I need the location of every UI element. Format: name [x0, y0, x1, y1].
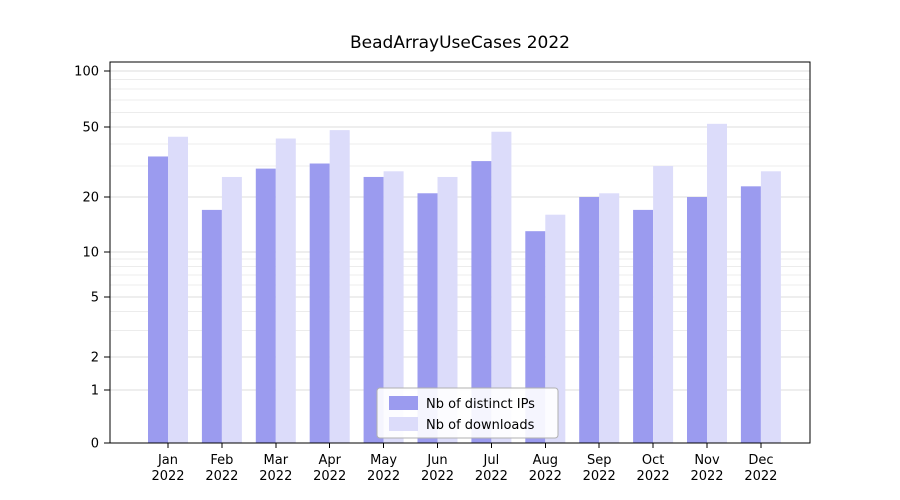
x-tick-label-month: Mar: [264, 453, 289, 468]
bar-downloads-nov: [707, 123, 727, 443]
x-tick-label-month: Nov: [694, 453, 720, 468]
legend-label-distinct-ips: Nb of distinct IPs: [426, 397, 535, 412]
x-tick-label-month: Dec: [748, 453, 773, 468]
bar-downloads-may: [383, 171, 404, 443]
x-tick-label-month: Aug: [533, 453, 558, 468]
axes: 0125102050100Jan2022Feb2022Mar2022Apr202…: [74, 61, 811, 484]
bar-distinct-ips-sep: [579, 197, 600, 443]
y-tick-label: 50: [82, 121, 99, 136]
bar-distinct-ips-jul: [471, 161, 492, 443]
bar-downloads-apr: [329, 130, 350, 443]
chart-title: BeadArrayUseCases 2022: [350, 33, 570, 53]
x-tick-label-year: 2022: [583, 469, 616, 484]
y-tick-label: 0: [91, 437, 99, 452]
bar-distinct-ips-apr: [309, 163, 330, 443]
x-tick-label-year: 2022: [744, 469, 777, 484]
y-tick-label: 5: [91, 291, 99, 306]
bar-downloads-aug: [545, 214, 566, 443]
bars: [148, 123, 781, 444]
bar-downloads-jul: [491, 131, 512, 443]
x-tick-label-year: 2022: [690, 469, 723, 484]
legend-swatch-distinct-ips: [389, 396, 418, 410]
y-tick-label: 100: [74, 65, 99, 80]
y-tick-label: 1: [91, 384, 99, 399]
x-tick-label-month: Apr: [318, 453, 341, 468]
legend-swatch-downloads: [389, 417, 418, 431]
bar-downloads-jan: [168, 136, 188, 444]
bar-downloads-sep: [599, 193, 620, 443]
bar-distinct-ips-dec: [740, 186, 761, 444]
x-tick-label-year: 2022: [205, 469, 238, 484]
x-tick-label-year: 2022: [637, 469, 670, 484]
x-tick-label-year: 2022: [151, 469, 184, 484]
bar-distinct-ips-jan: [148, 156, 168, 443]
bar-distinct-ips-oct: [633, 209, 654, 443]
bar-downloads-jun: [437, 176, 458, 443]
bar-downloads-dec: [760, 171, 781, 443]
x-tick-label-year: 2022: [475, 469, 508, 484]
y-tick-label: 10: [82, 246, 99, 261]
x-tick-label-month: Jun: [426, 453, 447, 468]
legend: Nb of distinct IPs Nb of downloads: [376, 387, 559, 439]
legend-label-downloads: Nb of downloads: [426, 418, 535, 433]
bar-downloads-oct: [653, 166, 674, 443]
x-tick-label-year: 2022: [313, 469, 346, 484]
x-tick-label-month: Oct: [642, 453, 664, 468]
bar-distinct-ips-jun: [417, 193, 438, 443]
legend-box: [376, 387, 559, 439]
bar-downloads-mar: [275, 138, 296, 444]
bar-distinct-ips-may: [363, 176, 384, 443]
x-tick-label-month: May: [370, 453, 397, 468]
bar-distinct-ips-feb: [201, 209, 222, 443]
bar-downloads-feb: [221, 176, 242, 443]
x-tick-label-month: Jan: [157, 453, 178, 468]
y-tick-label: 2: [91, 351, 99, 366]
x-tick-label-year: 2022: [421, 469, 454, 484]
y-tick-label: 20: [82, 191, 99, 206]
bar-distinct-ips-nov: [687, 197, 707, 443]
x-tick-label-year: 2022: [529, 469, 562, 484]
x-tick-label-month: Jul: [483, 453, 500, 468]
bar-distinct-ips-mar: [255, 168, 276, 443]
x-tick-label-year: 2022: [367, 469, 400, 484]
x-tick-label-year: 2022: [259, 469, 292, 484]
x-tick-label-month: Sep: [587, 453, 612, 468]
x-tick-label-month: Feb: [210, 453, 233, 468]
